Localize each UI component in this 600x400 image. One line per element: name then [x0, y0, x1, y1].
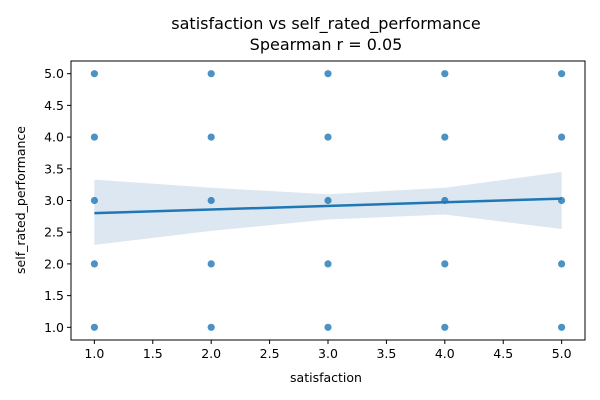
y-tick-label: 2.0	[44, 256, 64, 271]
x-tick-label: 1.5	[143, 346, 163, 361]
scatter-point	[207, 133, 215, 141]
scatter-point	[90, 70, 98, 78]
y-tick-label: 1.0	[44, 320, 64, 335]
scatter-point	[90, 323, 98, 331]
scatter-point	[441, 133, 449, 141]
scatter-point	[324, 260, 332, 268]
chart-subtitle: Spearman r = 0.05	[250, 35, 403, 54]
scatter-point	[90, 133, 98, 141]
x-tick-label: 3.0	[318, 346, 338, 361]
x-tick-label: 4.0	[435, 346, 455, 361]
scatter-point	[558, 70, 566, 78]
x-tick-label: 5.0	[552, 346, 572, 361]
confidence-band	[94, 172, 562, 245]
scatter-point	[207, 323, 215, 331]
regression-line	[94, 197, 562, 215]
scatter-point	[90, 196, 98, 205]
x-tick-label: 1.0	[84, 346, 104, 361]
y-tick-label: 1.5	[44, 288, 64, 303]
scatter-point	[324, 196, 332, 205]
y-tick-label: 4.5	[44, 98, 64, 113]
scatter-point	[324, 133, 332, 141]
y-tick-label: 4.0	[44, 130, 64, 145]
x-tick-label: 4.5	[493, 346, 513, 361]
scatter-point	[558, 323, 566, 331]
chart-title: satisfaction vs self_rated_performance	[171, 14, 480, 34]
plot-area	[90, 70, 566, 331]
y-tick-label: 3.5	[44, 161, 64, 176]
y-tick-label: 2.5	[44, 225, 64, 240]
scatter-point	[207, 196, 215, 205]
scatter-point	[441, 323, 449, 331]
x-tick-label: 3.5	[376, 346, 396, 361]
scatter-point	[558, 260, 566, 268]
scatter-point	[207, 260, 215, 268]
x-tick-label: 2.0	[201, 346, 221, 361]
scatter-point	[441, 260, 449, 268]
y-axis: 1.0 1.5 2.0 2.5 3.0 3.5 4.0 4.5 5.0	[44, 66, 71, 335]
scatter-point	[207, 70, 215, 78]
x-axis: 1.0 1.5 2.0 2.5 3.0 3.5 4.0 4.5 5.0	[84, 340, 572, 361]
scatter-point	[90, 260, 98, 268]
scatter-point	[324, 70, 332, 78]
x-axis-label: satisfaction	[290, 370, 362, 385]
y-tick-label: 3.0	[44, 193, 64, 208]
y-tick-label: 5.0	[44, 66, 64, 81]
scatter-point	[558, 133, 566, 141]
y-axis-label: self_rated_performance	[13, 126, 28, 274]
scatter-point	[324, 323, 332, 331]
scatter-point	[441, 70, 449, 78]
x-tick-label: 2.5	[260, 346, 280, 361]
